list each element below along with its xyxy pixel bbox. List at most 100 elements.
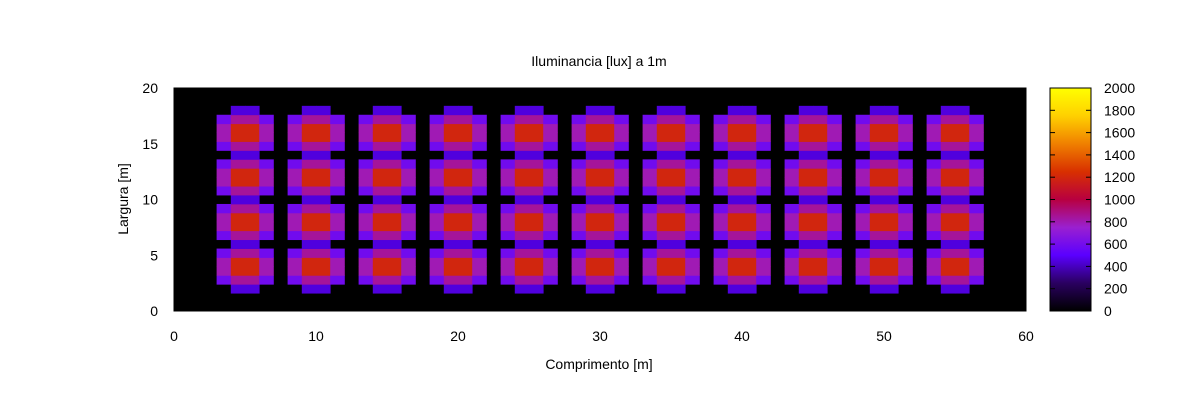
heatmap-cell [543,168,558,178]
heatmap-cell [259,141,274,151]
heatmap-cell [898,186,913,196]
heatmap-cell [429,123,445,133]
heatmap-cell [301,275,317,285]
heatmap-cell [301,266,317,276]
heatmap-cell [614,141,629,151]
heatmap-cell [529,212,544,223]
x-tick-label: 20 [450,328,466,344]
heatmap-cell [216,203,232,214]
heatmap-cell [500,114,516,125]
heatmap-cell [827,230,842,241]
heatmap-cell [685,221,700,232]
heatmap-cell [642,132,658,142]
heatmap-cell [458,248,473,258]
heatmap-cell [855,257,871,267]
heatmap-cell [756,212,771,223]
heatmap-cell [727,239,743,249]
heatmap-cell [784,132,800,142]
heatmap-cell [742,230,757,241]
heatmap-cell [713,168,729,178]
heatmap-cell [585,177,601,187]
heatmap-cell [287,230,303,241]
heatmap-cell [443,284,459,294]
heatmap-cell [940,284,956,294]
heatmap-cell [884,186,899,196]
heatmap-cell [316,230,331,241]
heatmap-cell [784,221,800,232]
heatmap-cell [813,177,828,187]
heatmap-cell [656,239,672,249]
heatmap-cell [316,159,331,169]
heatmap-cell [940,141,956,151]
heatmap-cell [756,132,771,142]
heatmap-cell [656,186,672,196]
heatmap-cell [472,159,487,169]
heatmap-cell [798,275,814,285]
heatmap-cell [600,150,615,160]
heatmap-cell [926,203,942,214]
heatmap-cell [756,186,771,196]
heatmap-cell [401,159,416,169]
heatmap-cell [756,257,771,267]
heatmap-cell [727,123,743,133]
heatmap-cell [387,203,402,214]
heatmap-cell [614,123,629,133]
heatmap-cell [500,212,516,223]
heatmap-cell [514,266,530,276]
heatmap-cell [813,221,828,232]
heatmap-cell [429,141,445,151]
heatmap-cell [571,123,587,133]
heatmap-cell [600,105,615,116]
heatmap-cell [884,212,899,223]
heatmap-cell [642,212,658,223]
heatmap-cell [543,123,558,133]
heatmap-cell [827,168,842,178]
heatmap-cell [813,168,828,178]
heatmap-cell [230,248,246,258]
heatmap-cell [969,159,984,169]
heatmap-cell [600,248,615,258]
heatmap-cell [529,248,544,258]
heatmap-cell [884,257,899,267]
heatmap-cell [458,266,473,276]
heatmap-cell [301,212,317,223]
heatmap-cell [855,168,871,178]
heatmap-cell [798,186,814,196]
heatmap-cell [585,114,601,125]
heatmap-cell [372,186,388,196]
heatmap-cell [969,230,984,241]
heatmap-cell [443,159,459,169]
heatmap-cell [656,203,672,214]
heatmap-cell [585,132,601,142]
y-axis-ticks: 0 5 10 15 20 [142,80,1026,319]
heatmap-cell [884,203,899,214]
heatmap-cell [898,221,913,232]
heatmap-cell [742,195,757,205]
heatmap-cell [742,114,757,125]
heatmap-cell [884,168,899,178]
heatmap-cell [585,195,601,205]
heatmap-cell [245,239,260,249]
heatmap-cell [529,266,544,276]
heatmap-cell [429,221,445,232]
heatmap-cell [585,275,601,285]
heatmap-cell [742,221,757,232]
heatmap-cell [940,221,956,232]
heatmap-cell [855,132,871,142]
heatmap-cell [585,168,601,178]
heatmap-cell [969,221,984,232]
heatmap-cell [827,114,842,125]
heatmap-cell [727,248,743,258]
heatmap-cell [727,159,743,169]
heatmap-cell [926,186,942,196]
heatmap-cell [827,186,842,196]
heatmap-cell [429,212,445,223]
heatmap-cell [245,177,260,187]
heatmap-cell [316,105,331,116]
heatmap-cell [742,150,757,160]
heatmap-cell [245,195,260,205]
heatmap-cell [884,105,899,116]
heatmap-cell [955,239,970,249]
heatmap-cell [245,114,260,125]
colorbar: 0 200 400 600 800 1000 1200 1400 1600 1800 2000 [1049,80,1135,319]
